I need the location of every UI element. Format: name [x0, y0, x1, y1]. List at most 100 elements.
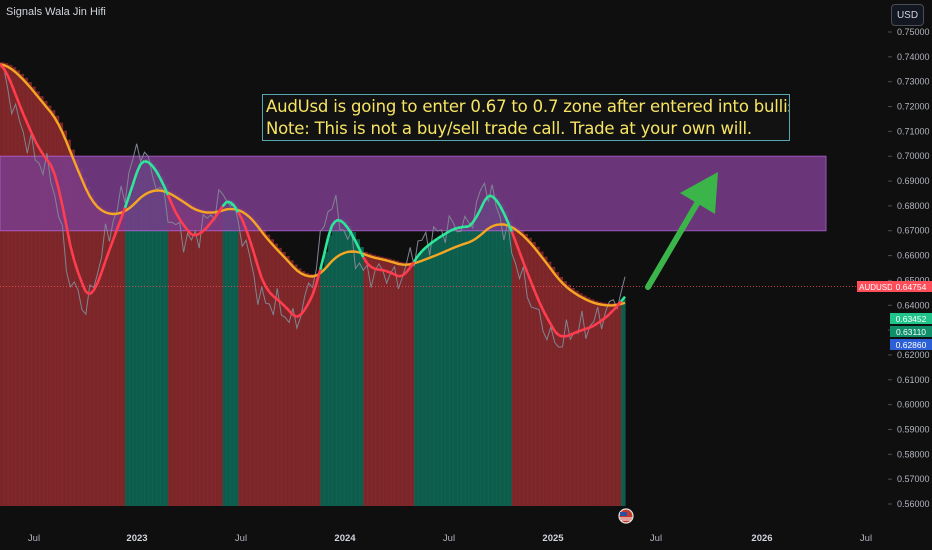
- trend-fill-column: [578, 293, 583, 506]
- fast-ma-segment: [518, 251, 525, 264]
- annotation-box[interactable]: AudUsd is going to enter 0.67 to 0.7 zon…: [262, 94, 790, 141]
- price-axis: 0.75000 0.74000 0.73000 0.72000 0.71000 0.700…: [888, 27, 930, 509]
- trend-fill-column: [519, 230, 525, 506]
- trend-fill-column: [222, 204, 228, 506]
- price-series: [0, 63, 626, 348]
- fast-ma-segment: [41, 153, 48, 161]
- trend-fill-column: [195, 207, 200, 506]
- price-tick-label: 0.69000: [897, 176, 930, 186]
- trend-fill-column: [394, 260, 400, 506]
- trend-fill-column: [597, 301, 603, 506]
- trend-fill-column: [230, 200, 235, 506]
- fast-ma-segment: [412, 255, 420, 263]
- trend-fill-column: [500, 203, 505, 506]
- trend-fill-column: [468, 224, 474, 506]
- trend-fill-column: [78, 168, 83, 507]
- fast-ma-segment: [248, 240, 256, 254]
- fast-ma-segment: [256, 265, 263, 279]
- trend-fill-column: [39, 96, 44, 507]
- trend-fill-column: [406, 262, 411, 506]
- fast-ma-segment: [522, 262, 529, 274]
- currency-button[interactable]: USD: [891, 4, 924, 26]
- fast-ma-segment: [221, 200, 228, 208]
- trend-fill-column: [50, 110, 56, 507]
- fast-ma-segment: [151, 165, 158, 172]
- fast-ma-segment: [226, 200, 231, 204]
- fast-ma-segment: [432, 237, 439, 243]
- trend-fill-column: [54, 115, 60, 507]
- fast-ma-segment: [268, 291, 275, 298]
- fast-ma-segment: [14, 94, 21, 106]
- trend-fill-column: [214, 210, 220, 506]
- fast-ma-segment: [80, 282, 88, 293]
- fast-ma-segment: [303, 302, 310, 311]
- trend-fill-column: [121, 210, 126, 506]
- fast-ma-segment: [112, 228, 119, 240]
- trend-fill-column: [128, 194, 134, 506]
- trend-fill-column: [289, 260, 294, 506]
- trend-fill-column: [269, 239, 275, 507]
- price-tick-label: 0.66000: [897, 251, 930, 261]
- fast-ma-segment: [589, 324, 595, 329]
- trend-fill-column: [574, 290, 579, 506]
- trend-fill-column: [402, 262, 407, 506]
- trend-fill-column: [332, 223, 337, 506]
- fast-ma-segment: [420, 246, 427, 253]
- fast-ma-segment: [514, 241, 521, 253]
- trend-fill-column: [386, 258, 392, 506]
- fast-ma-segment: [448, 228, 454, 233]
- fast-ma-segment: [307, 294, 314, 304]
- fast-ma-segment: [436, 235, 443, 240]
- fast-ma-segment: [491, 195, 497, 201]
- fast-ma-segment: [233, 205, 240, 213]
- trend-fill-column: [441, 234, 446, 506]
- trend-fill-column: [445, 231, 450, 506]
- fast-ma-segment: [342, 222, 349, 229]
- trend-fill-column: [351, 232, 357, 507]
- fast-ma-segment: [502, 212, 509, 223]
- trend-fill-column: [316, 273, 321, 506]
- fast-ma-segment: [577, 328, 583, 333]
- fast-ma-segment: [155, 170, 162, 179]
- annotation-line-1: AudUsd is going to enter 0.67 to 0.7 zon…: [266, 97, 789, 116]
- fast-ma-segment: [331, 219, 337, 227]
- fast-ma-segment: [26, 122, 33, 133]
- fast-ma-segment: [386, 270, 392, 274]
- fast-ma-segment: [237, 211, 244, 221]
- trend-fill-column: [238, 208, 243, 506]
- fast-ma-segment: [545, 316, 552, 326]
- fast-ma-segment: [252, 252, 260, 267]
- us-flag-icon[interactable]: [618, 508, 634, 524]
- trend-fill-column: [511, 225, 517, 506]
- trend-fill-column: [425, 245, 431, 506]
- trend-fill-column: [292, 264, 298, 506]
- fast-ma-segment: [53, 173, 60, 189]
- trend-fill-column: [382, 257, 388, 506]
- fast-ma-segment: [533, 291, 541, 303]
- fast-ma-segment: [526, 272, 533, 283]
- trend-fill-column: [277, 247, 282, 506]
- symbol-tag-label: AUDUSD: [859, 283, 893, 292]
- fast-ma-segment: [467, 221, 474, 228]
- fast-ma-segment: [374, 267, 380, 272]
- time-axis[interactable]: Jul 2023 Jul 2024 Jul 2025 Jul 2026 Jul: [28, 533, 872, 544]
- fast-ma-segment: [264, 285, 271, 293]
- time-tick-label: Jul: [860, 533, 872, 544]
- fast-ma-segment: [100, 260, 107, 273]
- trend-fill-column: [3, 63, 9, 506]
- time-tick-label: 2024: [334, 533, 356, 544]
- trend-fill-column: [261, 229, 267, 506]
- fast-ma-segment: [61, 205, 68, 227]
- trend-fill-column: [601, 302, 607, 506]
- trend-fill-column: [582, 295, 587, 506]
- trend-fill-column: [562, 281, 568, 506]
- trend-fill-column: [164, 184, 169, 506]
- fast-ma-segment: [362, 256, 369, 265]
- fast-ma-segment: [186, 229, 193, 236]
- trend-fill-column: [273, 243, 278, 506]
- fast-ma-segment: [6, 75, 13, 86]
- trend-background-fill: [0, 62, 626, 507]
- fast-ma-segment: [0, 63, 5, 70]
- price-tick-label: 0.56000: [897, 499, 930, 509]
